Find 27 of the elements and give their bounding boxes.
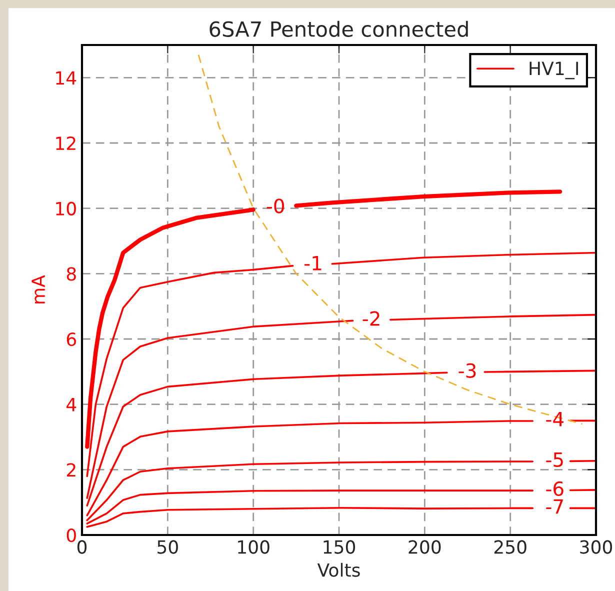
annotation: -3 <box>458 363 476 378</box>
y-tick-label: 12 <box>56 136 76 150</box>
x-tick-label: 200 <box>408 540 441 554</box>
y-tick-label: 6 <box>66 332 76 346</box>
y-tick-label: 8 <box>66 267 76 281</box>
annotation: -4 <box>546 412 564 426</box>
x-axis-title: Volts <box>317 562 360 577</box>
x-tick-label: 50 <box>158 540 178 554</box>
y-tick-label: 4 <box>66 398 76 412</box>
y-tick-label: 0 <box>66 528 76 542</box>
legend-label: HV1_I <box>530 62 578 80</box>
x-tick-label: 100 <box>238 540 270 554</box>
chart-title: 6SA7 Pentode connected <box>210 20 468 37</box>
annotation: -0 <box>266 198 284 214</box>
annotation: -6 <box>546 481 564 496</box>
y-tick-label: 14 <box>56 71 76 85</box>
y-tick-label: 10 <box>56 202 76 216</box>
annotation: -5 <box>546 452 563 467</box>
x-tick-label: 250 <box>494 540 526 554</box>
y-axis-title: mA <box>32 275 45 304</box>
annotation: -1 <box>304 256 322 270</box>
x-tick-label: 300 <box>580 540 612 554</box>
annotation: -2 <box>362 311 380 326</box>
annotation: -7 <box>546 499 563 514</box>
x-tick-label: 0 <box>77 540 87 554</box>
y-tick-label: 2 <box>66 463 76 477</box>
x-tick-label: 150 <box>324 540 356 554</box>
